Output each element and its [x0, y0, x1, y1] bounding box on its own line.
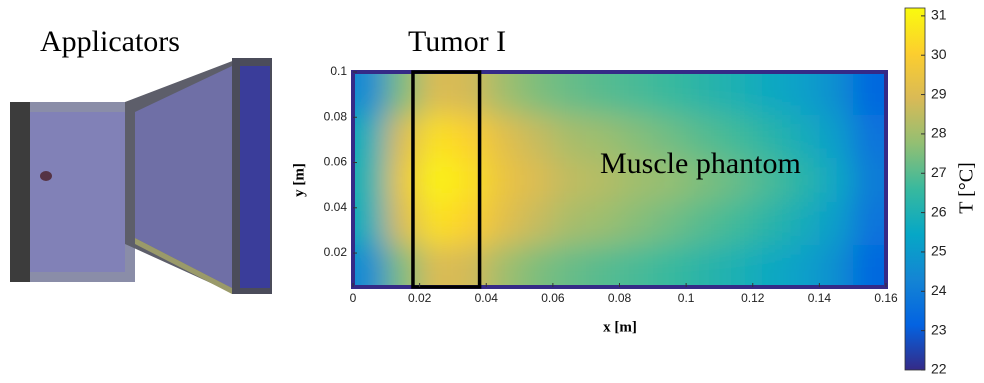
heat-cell — [719, 202, 753, 246]
colorbar — [905, 8, 925, 370]
heat-cell — [420, 114, 454, 157]
heat-cell — [386, 157, 420, 202]
x-tick-label: 0.02 — [408, 291, 432, 305]
heat-cell — [553, 114, 587, 157]
heat-cell — [520, 114, 554, 157]
heat-cell — [819, 114, 853, 157]
colorbar-tick-label: 28 — [931, 125, 947, 141]
y-axis-label: y [m] — [291, 163, 307, 197]
colorbar-tick-label: 30 — [931, 46, 947, 62]
x-tick-label: 0.14 — [808, 291, 832, 305]
applicators-label: Applicators — [40, 25, 180, 58]
x-tick-label: 0.04 — [475, 291, 499, 305]
heat-cell — [486, 157, 520, 202]
heat-cell — [486, 202, 520, 246]
heat-cell — [819, 202, 853, 246]
colorbar-tick-label: 26 — [931, 203, 947, 219]
y-tick-label: 0.06 — [324, 155, 348, 169]
heat-cell — [686, 202, 720, 246]
x-tick-label: 0.06 — [541, 291, 565, 305]
heat-cell — [486, 114, 520, 157]
x-tick-label: 0 — [350, 291, 357, 305]
colorbar-tick-label: 31 — [931, 7, 947, 23]
heat-cell — [520, 202, 554, 246]
colorbar-tick-label: 23 — [931, 321, 947, 337]
x-tick-label: 0.12 — [741, 291, 765, 305]
x-tick-label: 0.1 — [678, 291, 695, 305]
heat-cell — [386, 114, 420, 157]
heat-cell — [420, 202, 454, 246]
applicator-drawing — [10, 58, 272, 294]
heat-cell — [553, 202, 587, 246]
tumor-label: Tumor I — [408, 25, 506, 58]
colorbar-tick-label: 22 — [931, 361, 947, 377]
colorbar-tick-label: 29 — [931, 85, 947, 101]
heat-cell — [420, 157, 454, 202]
colorbar-tick-label: 25 — [931, 243, 947, 259]
x-tick-label: 0.08 — [608, 291, 632, 305]
colorbar-tick-label: 24 — [931, 282, 947, 298]
heat-cell — [620, 202, 654, 246]
heat-cell — [819, 157, 853, 202]
heat-cell — [586, 202, 620, 246]
heat-cell — [520, 157, 554, 202]
colorbar-tick-label: 27 — [931, 164, 947, 180]
colorbar-label: T [°C] — [956, 162, 978, 214]
y-tick-label: 0.02 — [324, 245, 348, 259]
heat-cell — [386, 202, 420, 246]
heat-cell — [453, 157, 487, 202]
x-axis-label: x [m] — [603, 319, 637, 335]
heat-cell — [753, 202, 787, 246]
heat-cell — [786, 202, 820, 246]
x-tick-label: 0.16 — [874, 291, 898, 305]
y-tick-label: 0.1 — [330, 64, 347, 78]
figure: Applicators Tumor I Muscle phantom x [m]… — [0, 0, 984, 383]
y-tick-label: 0.08 — [324, 109, 348, 123]
y-tick-label: 0.04 — [324, 200, 348, 214]
phantom-label: Muscle phantom — [600, 147, 801, 180]
heat-cell — [453, 114, 487, 157]
heat-cell — [653, 202, 687, 246]
heat-cell — [553, 157, 587, 202]
heat-cell — [453, 202, 487, 246]
